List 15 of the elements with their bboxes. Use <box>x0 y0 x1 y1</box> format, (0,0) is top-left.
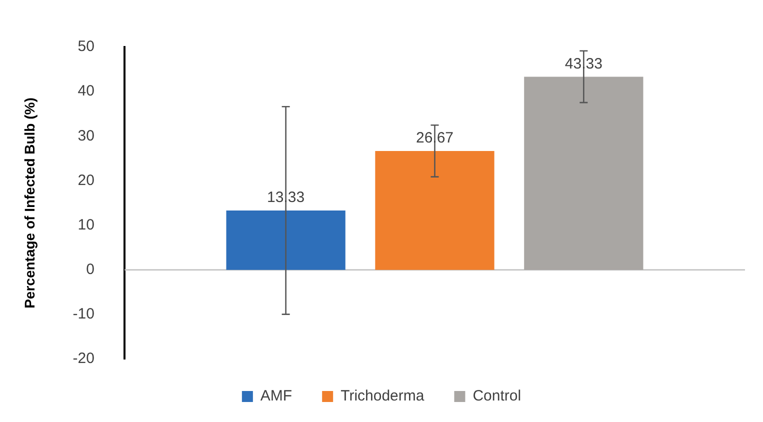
y-tick-label: 50 <box>78 38 94 56</box>
legend-label: Control <box>472 388 522 405</box>
bar <box>375 150 494 270</box>
bar <box>524 76 644 270</box>
y-tick-label: 10 <box>78 216 94 234</box>
bar <box>226 210 346 270</box>
y-tick-label: 30 <box>78 127 94 144</box>
y-tick-label: 20 <box>78 172 94 189</box>
y-tick-label: 0 <box>86 261 94 278</box>
legend-label: Trichoderma <box>340 388 425 405</box>
y-tick-label: -20 <box>72 350 94 368</box>
legend-label: AMF <box>260 388 292 405</box>
y-tick-label: 40 <box>78 82 94 100</box>
y-tick-label: -10 <box>72 306 94 323</box>
y-axis-title: Percentage of Infected Bulb (%) <box>21 98 38 308</box>
